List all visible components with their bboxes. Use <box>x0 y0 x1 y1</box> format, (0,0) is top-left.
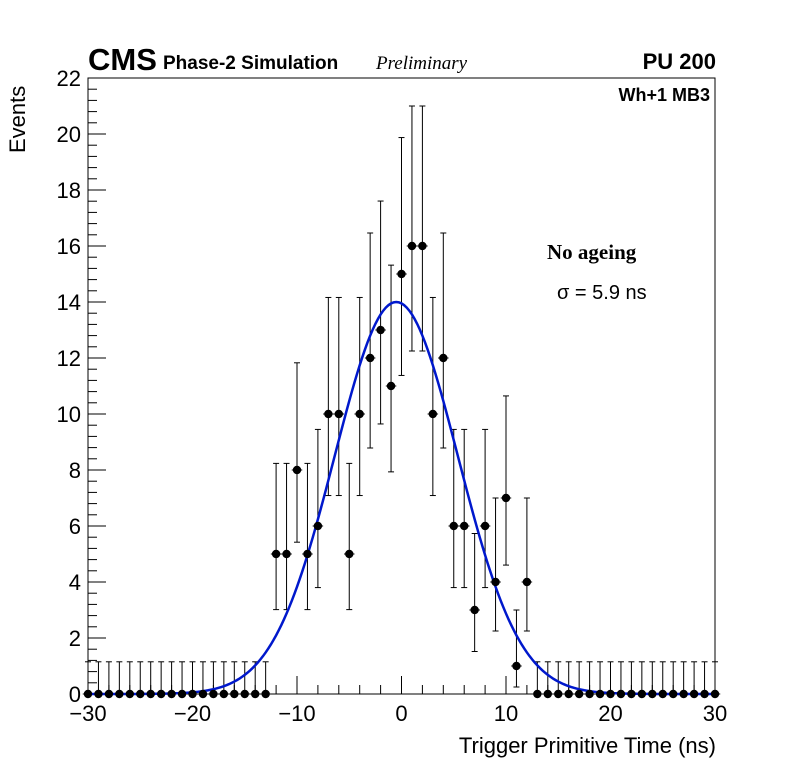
data-point <box>136 689 145 699</box>
ageing-label: No ageing <box>547 240 637 264</box>
data-point <box>669 689 678 699</box>
data-point <box>386 381 396 391</box>
y-axis-title: Events <box>5 86 30 153</box>
data-point <box>177 689 187 699</box>
y-tick-label: 12 <box>57 346 81 371</box>
data-point <box>616 689 626 699</box>
data-point <box>627 689 636 699</box>
y-axis-tick-labels: 0 2 4 6 8 10 12 14 16 18 20 22 <box>57 66 81 707</box>
data-point <box>198 689 208 699</box>
y-tick-label: 10 <box>57 402 81 427</box>
x-tick-label: 20 <box>598 701 622 726</box>
x-tick-label: 30 <box>703 701 727 726</box>
x-tick-label: −20 <box>174 701 211 726</box>
data-point <box>595 689 605 699</box>
y-tick-label: 8 <box>69 458 81 483</box>
y-tick-label: 18 <box>57 178 81 203</box>
data-point <box>658 689 667 699</box>
x-tick-label: 10 <box>494 701 518 726</box>
data-point <box>679 689 688 699</box>
data-point <box>209 689 218 699</box>
data-point <box>115 689 124 699</box>
data-point <box>324 409 333 419</box>
data-point <box>700 689 709 699</box>
data-point <box>637 689 647 699</box>
data-point <box>104 689 114 699</box>
y-tick-label: 20 <box>57 122 81 147</box>
x-tick-label: −30 <box>69 701 106 726</box>
data-point <box>460 521 469 531</box>
data-point <box>219 689 229 699</box>
data-point <box>313 521 323 531</box>
x-axis-tick-labels: −30 −20 −10 0 10 20 30 <box>69 701 727 726</box>
y-tick-label: 2 <box>69 626 81 651</box>
region-label: Wh+1 MB3 <box>618 85 710 105</box>
data-point <box>512 661 521 671</box>
data-point <box>533 689 542 699</box>
data-point <box>345 549 354 559</box>
data-point <box>167 689 176 699</box>
data-point <box>564 689 573 699</box>
data-points <box>83 241 720 699</box>
data-point <box>303 549 312 559</box>
data-point <box>397 269 406 279</box>
data-point <box>188 689 197 699</box>
preliminary-label: Preliminary <box>375 53 468 74</box>
data-point <box>439 353 448 363</box>
y-axis-ticks <box>88 77 106 695</box>
data-point <box>376 325 385 335</box>
error-bars <box>82 105 721 695</box>
data-point <box>710 689 720 699</box>
data-point <box>230 689 239 699</box>
data-point <box>251 689 260 699</box>
data-point <box>480 521 490 531</box>
data-point <box>156 689 166 699</box>
data-point <box>574 689 584 699</box>
data-point <box>543 689 552 699</box>
data-point <box>606 689 615 699</box>
data-point <box>292 465 302 475</box>
y-tick-label: 0 <box>69 682 81 707</box>
pileup-label: PU 200 <box>643 49 716 74</box>
data-point <box>648 689 657 699</box>
data-point <box>355 409 364 419</box>
simulation-label: Phase-2 Simulation <box>163 53 338 74</box>
data-point <box>689 689 699 699</box>
y-tick-label: 14 <box>57 290 81 315</box>
y-tick-label: 4 <box>69 570 81 595</box>
data-point <box>261 689 270 699</box>
experiment-label: CMS <box>88 42 157 77</box>
data-point <box>491 577 500 587</box>
data-point <box>282 549 291 559</box>
y-tick-label: 22 <box>57 66 81 91</box>
data-point <box>125 689 134 699</box>
data-point <box>83 689 93 699</box>
data-point <box>271 549 281 559</box>
data-point <box>554 689 563 699</box>
sigma-label: σ = 5.9 ns <box>557 282 647 304</box>
x-axis-title: Trigger Primitive Time (ns) <box>459 733 716 758</box>
y-tick-label: 6 <box>69 514 81 539</box>
x-tick-label: −10 <box>278 701 315 726</box>
data-point <box>94 689 103 699</box>
data-point <box>449 521 458 531</box>
data-point <box>522 577 532 587</box>
data-point <box>240 689 249 699</box>
data-point <box>501 493 511 503</box>
x-tick-label: 0 <box>395 701 407 726</box>
data-point <box>428 409 438 419</box>
data-point <box>585 689 594 699</box>
data-point <box>146 689 155 699</box>
data-point <box>334 409 343 419</box>
data-point <box>418 241 427 251</box>
y-tick-label: 16 <box>57 234 81 259</box>
data-point <box>470 605 479 615</box>
data-point <box>365 353 375 363</box>
data-point <box>407 241 417 251</box>
